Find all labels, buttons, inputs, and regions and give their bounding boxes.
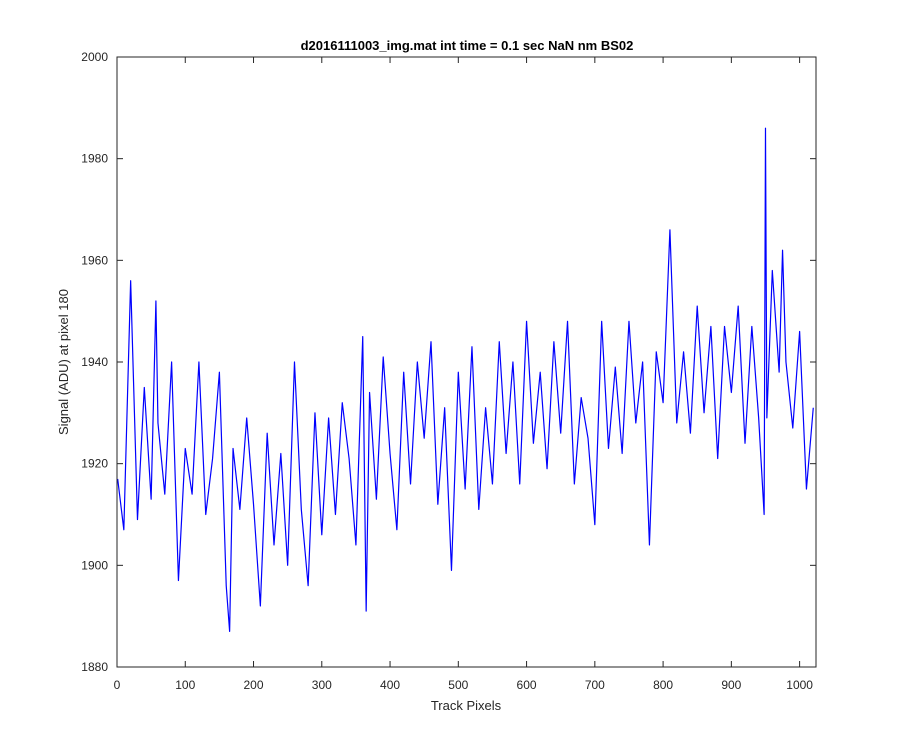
x-tick-label: 1000 [786,678,813,692]
y-tick-label: 1880 [81,660,108,674]
x-axis-title: Track Pixels [431,698,502,713]
plot-series-group [117,127,814,633]
y-axis: 1880 1900 1920 1940 1960 1980 2000 [81,50,816,674]
series-line-0 [117,127,814,633]
y-tick-label: 2000 [81,50,108,64]
x-tick-label: 0 [114,678,121,692]
x-tick-label: 900 [721,678,741,692]
x-tick-label: 300 [312,678,332,692]
x-axis: 0 100 200 300 400 500 600 700 800 900 1000 [114,57,813,692]
x-tick-label: 700 [585,678,605,692]
y-tick-label: 1980 [81,152,108,166]
y-tick-label: 1960 [81,253,108,267]
x-tick-label: 200 [244,678,264,692]
x-tick-label: 600 [517,678,537,692]
y-axis-title: Signal (ADU) at pixel 180 [56,289,71,435]
y-tick-label: 1920 [81,457,108,471]
x-tick-label: 800 [653,678,673,692]
x-tick-label: 400 [380,678,400,692]
x-tick-label: 500 [448,678,468,692]
y-tick-label: 1940 [81,355,108,369]
plot-area [117,57,816,667]
x-tick-label: 100 [175,678,195,692]
y-tick-label: 1900 [81,558,108,572]
chart-title: d2016111003_img.mat int time = 0.1 sec N… [301,38,634,53]
